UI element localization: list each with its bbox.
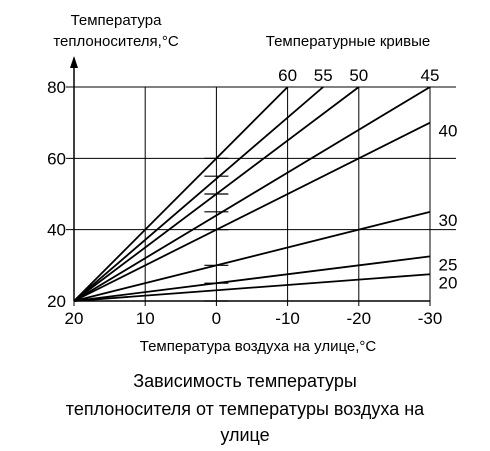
x-tick-label: -20 <box>347 309 372 328</box>
caption-line-2: теплоносителя от температуры воздуха на <box>65 399 425 419</box>
x-tick-label: -30 <box>418 309 443 328</box>
labels: 20 10 0 -10 -20 -30 20 40 60 80 Температура теплоно… <box>47 12 457 355</box>
curve-60 <box>73 86 289 302</box>
x-tick-label: 20 <box>65 309 84 328</box>
x-tick-label: -10 <box>275 309 300 328</box>
curve-20 <box>73 273 431 302</box>
curve-label-45: 45 <box>421 66 440 85</box>
heating-curves <box>73 86 431 302</box>
curve-label-50: 50 <box>349 66 368 85</box>
x-tick-label: 0 <box>212 309 221 328</box>
y-axis-title-line-1: Температура <box>71 12 163 29</box>
y-axis-title-line-2: теплоносителя,°C <box>53 33 179 50</box>
y-tick-label: 80 <box>47 78 66 97</box>
curve-30 <box>73 210 431 302</box>
curve-25 <box>73 255 431 302</box>
caption-line-1: Зависимость температуры <box>133 371 357 391</box>
curve-label-20: 20 <box>439 273 458 292</box>
curve-label-55: 55 <box>314 66 333 85</box>
axes <box>70 56 431 306</box>
x-tick-label: 10 <box>136 309 155 328</box>
curve-45 <box>73 86 431 302</box>
caption-line-3: улице <box>220 425 270 445</box>
y-tick-label: 20 <box>47 292 66 311</box>
curve-label-30: 30 <box>439 211 458 230</box>
y-axis-arrow <box>70 56 78 68</box>
x-axis-title: Температура воздуха на улице,°C <box>140 338 377 355</box>
grid <box>66 86 456 301</box>
curve-label-60: 60 <box>278 66 297 85</box>
curve-40 <box>73 121 431 302</box>
curve-55 <box>73 86 324 302</box>
y-tick-label: 60 <box>47 149 66 168</box>
y-tick-label: 40 <box>47 221 66 240</box>
curve-label-40: 40 <box>439 122 458 141</box>
curve-label-25: 25 <box>439 255 458 274</box>
zero-ticks <box>204 157 229 302</box>
curves-title: Температурные кривые <box>266 33 430 50</box>
